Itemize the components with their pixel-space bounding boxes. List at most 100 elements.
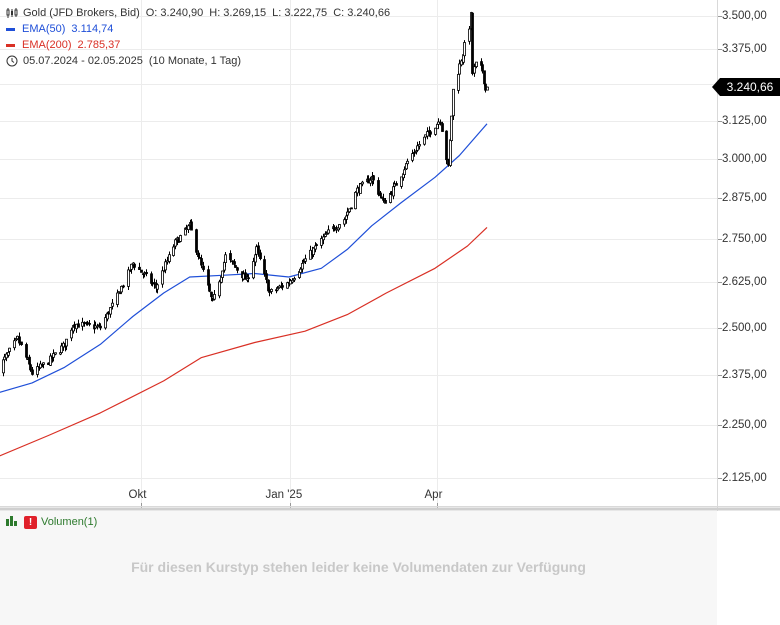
candle-body (221, 270, 224, 278)
price-chart[interactable] (0, 0, 780, 511)
candle-body (77, 323, 80, 328)
chart-legend: Gold (JFD Brokers, Bid) O: 3.240,90 H: 3… (6, 5, 390, 69)
candle-body (70, 329, 73, 339)
y-tick-label: 3.125,00 (722, 114, 767, 127)
candle-body (429, 131, 432, 135)
candle-body (392, 186, 395, 197)
ema50-swatch (6, 27, 15, 31)
candle-body (343, 219, 346, 225)
candle-body (346, 211, 349, 216)
candle-body (119, 292, 122, 295)
last-price-flag: 3.240,66 (712, 78, 780, 96)
candle-body (377, 180, 380, 195)
candle-body (174, 239, 177, 247)
y-tick-label: 2.500,00 (722, 321, 767, 334)
y-tick-label: 3.500,00 (722, 9, 767, 22)
candle-body (291, 279, 294, 283)
warning-icon[interactable]: ! (24, 515, 37, 529)
low-value: L: 3.222,75 (272, 7, 328, 19)
candle-body (31, 369, 34, 375)
period-label: (10 Monate, 1 Tag) (148, 55, 242, 67)
candle-body (138, 266, 141, 270)
candle-body (441, 123, 444, 132)
candle-body (372, 175, 375, 181)
candle-body (257, 245, 260, 253)
candle-body (42, 362, 45, 365)
candle-body (25, 344, 28, 358)
candle-body (463, 42, 466, 57)
candle-body (350, 207, 353, 210)
candle-body (252, 261, 255, 279)
candle-body (153, 282, 156, 285)
ema200-line (0, 226, 488, 457)
candle-body (18, 336, 21, 344)
instrument-name: Gold (JFD Brokers, Bid) (23, 7, 140, 19)
candle-body (161, 270, 164, 285)
candle-body (416, 145, 419, 151)
high-value: H: 3.269,15 (209, 7, 267, 19)
ema50-value: 3.114,74 (71, 23, 114, 35)
candle-body (327, 229, 330, 234)
candle-body (52, 353, 55, 358)
candle-body (65, 338, 68, 347)
candle-body (276, 287, 279, 291)
grid-lines (0, 0, 722, 510)
ema200-swatch (6, 43, 15, 47)
candle-body (315, 244, 318, 247)
candle-body (302, 261, 305, 264)
ema50-line (0, 123, 488, 393)
candle-body (445, 130, 448, 161)
y-tick-label: 3.375,00 (722, 42, 767, 55)
candle-body (361, 181, 364, 185)
candle-body (460, 60, 463, 66)
candle-body (338, 224, 341, 229)
candle-body (213, 293, 216, 300)
candle-body (54, 352, 57, 355)
candle-body (439, 121, 442, 124)
candle-body (117, 291, 120, 294)
candle-body (379, 192, 382, 197)
candle-body (20, 341, 23, 345)
clock-icon (6, 55, 18, 67)
x-tick-label: Okt (128, 489, 147, 501)
candle-body (127, 269, 130, 287)
candle-body (418, 144, 421, 147)
candle-body (28, 356, 31, 365)
candle-body (320, 238, 323, 246)
candle-body (293, 278, 296, 281)
volume-header[interactable]: ! Volumen(1) (6, 515, 97, 529)
candle-body (468, 28, 471, 42)
candle-body (322, 236, 325, 241)
candle-body (259, 252, 262, 259)
y-tick-label: 2.250,00 (722, 418, 767, 431)
candle-body (382, 197, 385, 201)
candle-body (434, 127, 437, 135)
y-tick-label: 2.625,00 (722, 275, 767, 288)
candle-body (354, 191, 357, 210)
legend-ema200-row[interactable]: EMA(200) 2.785,37 (6, 37, 390, 53)
candle-body (210, 291, 213, 298)
ema-series-line (0, 226, 488, 457)
candle-body (8, 347, 11, 352)
candle-body (179, 235, 182, 242)
candle-body (233, 261, 236, 265)
ema200-value: 2.785,37 (77, 39, 121, 51)
y-tick-label: 2.125,00 (722, 471, 767, 484)
candle-body (395, 183, 398, 186)
candle-body (359, 183, 362, 194)
open-value: O: 3.240,90 (145, 7, 204, 19)
ema200-label: EMA(200) (22, 39, 72, 51)
candle-body (403, 169, 406, 176)
candle-body (400, 176, 403, 187)
legend-instrument-row: Gold (JFD Brokers, Bid) O: 3.240,90 H: 3… (6, 5, 390, 21)
candle-body (190, 221, 193, 231)
candle-body (120, 285, 123, 293)
candle-body (457, 74, 460, 91)
candle-body (198, 256, 201, 259)
candle-body (229, 253, 232, 261)
legend-ema50-row[interactable]: EMA(50) 3.114,74 (6, 21, 390, 37)
y-tick-label: 3.000,00 (722, 152, 767, 165)
y-tick-label: 2.875,00 (722, 191, 767, 204)
candle-body (49, 355, 52, 366)
candle-body (156, 284, 159, 290)
